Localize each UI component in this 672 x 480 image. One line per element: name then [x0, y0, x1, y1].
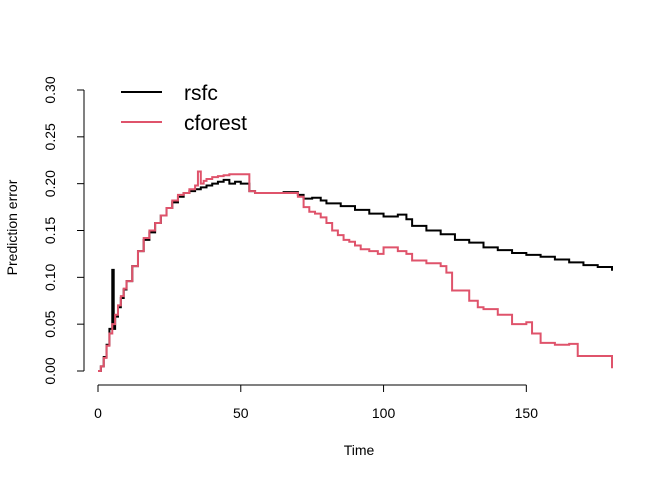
- legend-label-cforest: cforest: [184, 112, 247, 135]
- x-tick-label: 150: [515, 405, 539, 421]
- y-tick-label: 0.30: [42, 76, 58, 103]
- series-line-cforest: [98, 170, 613, 372]
- y-tick-label: 0.20: [42, 170, 58, 197]
- x-tick-label: 50: [233, 405, 249, 421]
- y-axis-title: Prediction error: [4, 179, 20, 275]
- y-tick-label: 0.25: [42, 123, 58, 150]
- x-tick-label: 0: [94, 405, 102, 421]
- axes: 0 50 100 150 0.00 0.05 0.10 0.15 0.20 0.25 0.30: [42, 76, 538, 421]
- y-tick-label: 0.00: [42, 357, 58, 384]
- y-tick-label: 0.10: [42, 263, 58, 290]
- y-tick-label: 0.05: [42, 310, 58, 337]
- x-tick-label: 100: [372, 405, 396, 421]
- legend: rsfc cforest: [121, 82, 247, 135]
- y-ticks: 0.00 0.05 0.10 0.15 0.20 0.25 0.30: [42, 76, 84, 385]
- x-ticks: 0 50 100 150: [94, 385, 538, 421]
- x-axis-title: Time: [344, 442, 375, 458]
- series-line-rsfc: [98, 178, 613, 372]
- series-layer: [98, 170, 613, 372]
- y-tick-label: 0.15: [42, 217, 58, 244]
- legend-label-rsfc: rsfc: [184, 82, 218, 105]
